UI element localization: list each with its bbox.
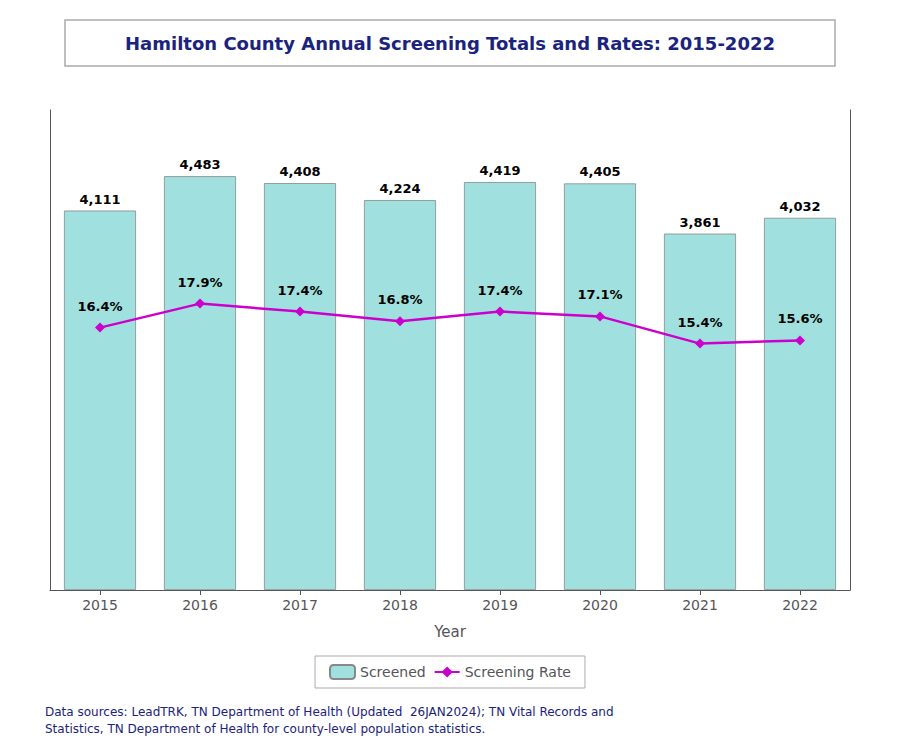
svg-text:17.4%: 17.4% — [477, 283, 522, 298]
svg-text:3,861: 3,861 — [679, 215, 720, 230]
svg-text:Year: Year — [433, 623, 467, 641]
svg-text:2016: 2016 — [182, 597, 218, 613]
svg-text:2017: 2017 — [282, 597, 318, 613]
svg-text:Screening Rate: Screening Rate — [465, 664, 571, 680]
svg-text:2015: 2015 — [82, 597, 118, 613]
svg-text:17.9%: 17.9% — [177, 275, 222, 290]
svg-text:Hamilton County Annual Screeni: Hamilton County Annual Screening Totals … — [125, 33, 775, 54]
svg-text:2021: 2021 — [682, 597, 718, 613]
svg-text:4,419: 4,419 — [479, 163, 520, 178]
svg-text:Statistics, TN Department of H: Statistics, TN Department of Health for … — [45, 722, 485, 736]
svg-text:4,483: 4,483 — [179, 157, 220, 172]
svg-text:2022: 2022 — [782, 597, 818, 613]
svg-text:15.6%: 15.6% — [777, 311, 822, 326]
svg-text:16.8%: 16.8% — [377, 292, 422, 307]
svg-text:Data sources: LeadTRK, TN Depa: Data sources: LeadTRK, TN Department of … — [45, 705, 614, 719]
svg-text:4,111: 4,111 — [79, 192, 120, 207]
svg-text:4,032: 4,032 — [779, 199, 820, 214]
svg-text:17.4%: 17.4% — [277, 283, 322, 298]
svg-text:2020: 2020 — [582, 597, 618, 613]
svg-text:Screened: Screened — [360, 664, 426, 680]
svg-text:2018: 2018 — [382, 597, 418, 613]
svg-text:4,224: 4,224 — [379, 181, 420, 196]
svg-text:17.1%: 17.1% — [577, 287, 622, 302]
svg-text:2019: 2019 — [482, 597, 518, 613]
svg-text:15.4%: 15.4% — [677, 315, 722, 330]
svg-text:4,408: 4,408 — [279, 164, 320, 179]
svg-text:4,405: 4,405 — [579, 164, 620, 179]
svg-text:16.4%: 16.4% — [77, 299, 122, 314]
